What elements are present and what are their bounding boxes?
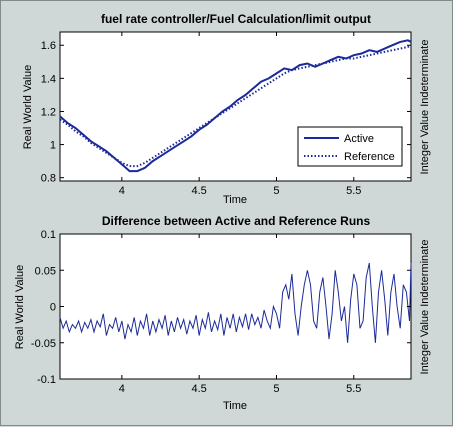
- y-tick-label: 1: [50, 140, 56, 152]
- y-tick-label: 1.4: [41, 73, 56, 85]
- x-tick-label: 4: [119, 383, 125, 395]
- x-tick-label: 4.5: [192, 383, 207, 395]
- y-tick-label: 1.2: [41, 106, 56, 118]
- x-axis-label-1: Time: [223, 194, 247, 206]
- x-tick-label: 4.5: [192, 185, 207, 197]
- series-line-reference: [59, 44, 412, 168]
- legend-label-reference: Reference: [344, 151, 395, 163]
- y-tick-label: 1.6: [41, 40, 56, 52]
- y-tick-label: 0.8: [41, 173, 56, 185]
- tick-group-1: 4 4.5 5 5.5 0.8 1 1.2 1.4 1.6: [41, 32, 411, 197]
- x-tick-label: 5.5: [346, 185, 361, 197]
- chart-title-1: fuel rate controller/Fuel Calculation/li…: [101, 12, 371, 26]
- series-line-active: [59, 39, 412, 173]
- tick-group-2: 4 4.5 5 5.5 -0.1 -0.05 0 0.05 0.1: [31, 229, 411, 395]
- x-tick-label: 5: [273, 383, 279, 395]
- legend-box: [297, 126, 403, 167]
- y-tick-label: 0.1: [41, 229, 56, 241]
- y-axis-label-1: Real World Value: [22, 65, 34, 150]
- y-axis-label-2: Real World Value: [14, 265, 26, 350]
- legend: Active Reference: [297, 126, 403, 167]
- legend-label-active: Active: [344, 133, 374, 145]
- x-axis-label-2: Time: [223, 400, 247, 412]
- x-tick-label: 4: [119, 185, 125, 197]
- y-tick-label: -0.1: [37, 374, 56, 386]
- panel-fuel-output: fuel rate controller/Fuel Calculation/li…: [22, 12, 431, 206]
- y-tick-label: 0.05: [35, 265, 56, 277]
- y-tick-label: 0: [50, 302, 56, 314]
- panel-difference: Difference between Active and Reference …: [14, 214, 431, 412]
- plot-area-2: [59, 233, 412, 380]
- y-tick-label: -0.05: [31, 338, 56, 350]
- y-axis-right-label-1: Integer Value Indeterminate: [419, 40, 431, 175]
- chart-title-2: Difference between Active and Reference …: [102, 214, 371, 228]
- series-line-diff-0: [59, 262, 412, 343]
- series-group-2: [59, 262, 412, 343]
- y-axis-right-label-2: Integer Value Indeterminate: [419, 240, 431, 375]
- series-group-1: [59, 39, 412, 173]
- x-tick-label: 5.5: [346, 383, 361, 395]
- x-tick-label: 5: [273, 185, 279, 197]
